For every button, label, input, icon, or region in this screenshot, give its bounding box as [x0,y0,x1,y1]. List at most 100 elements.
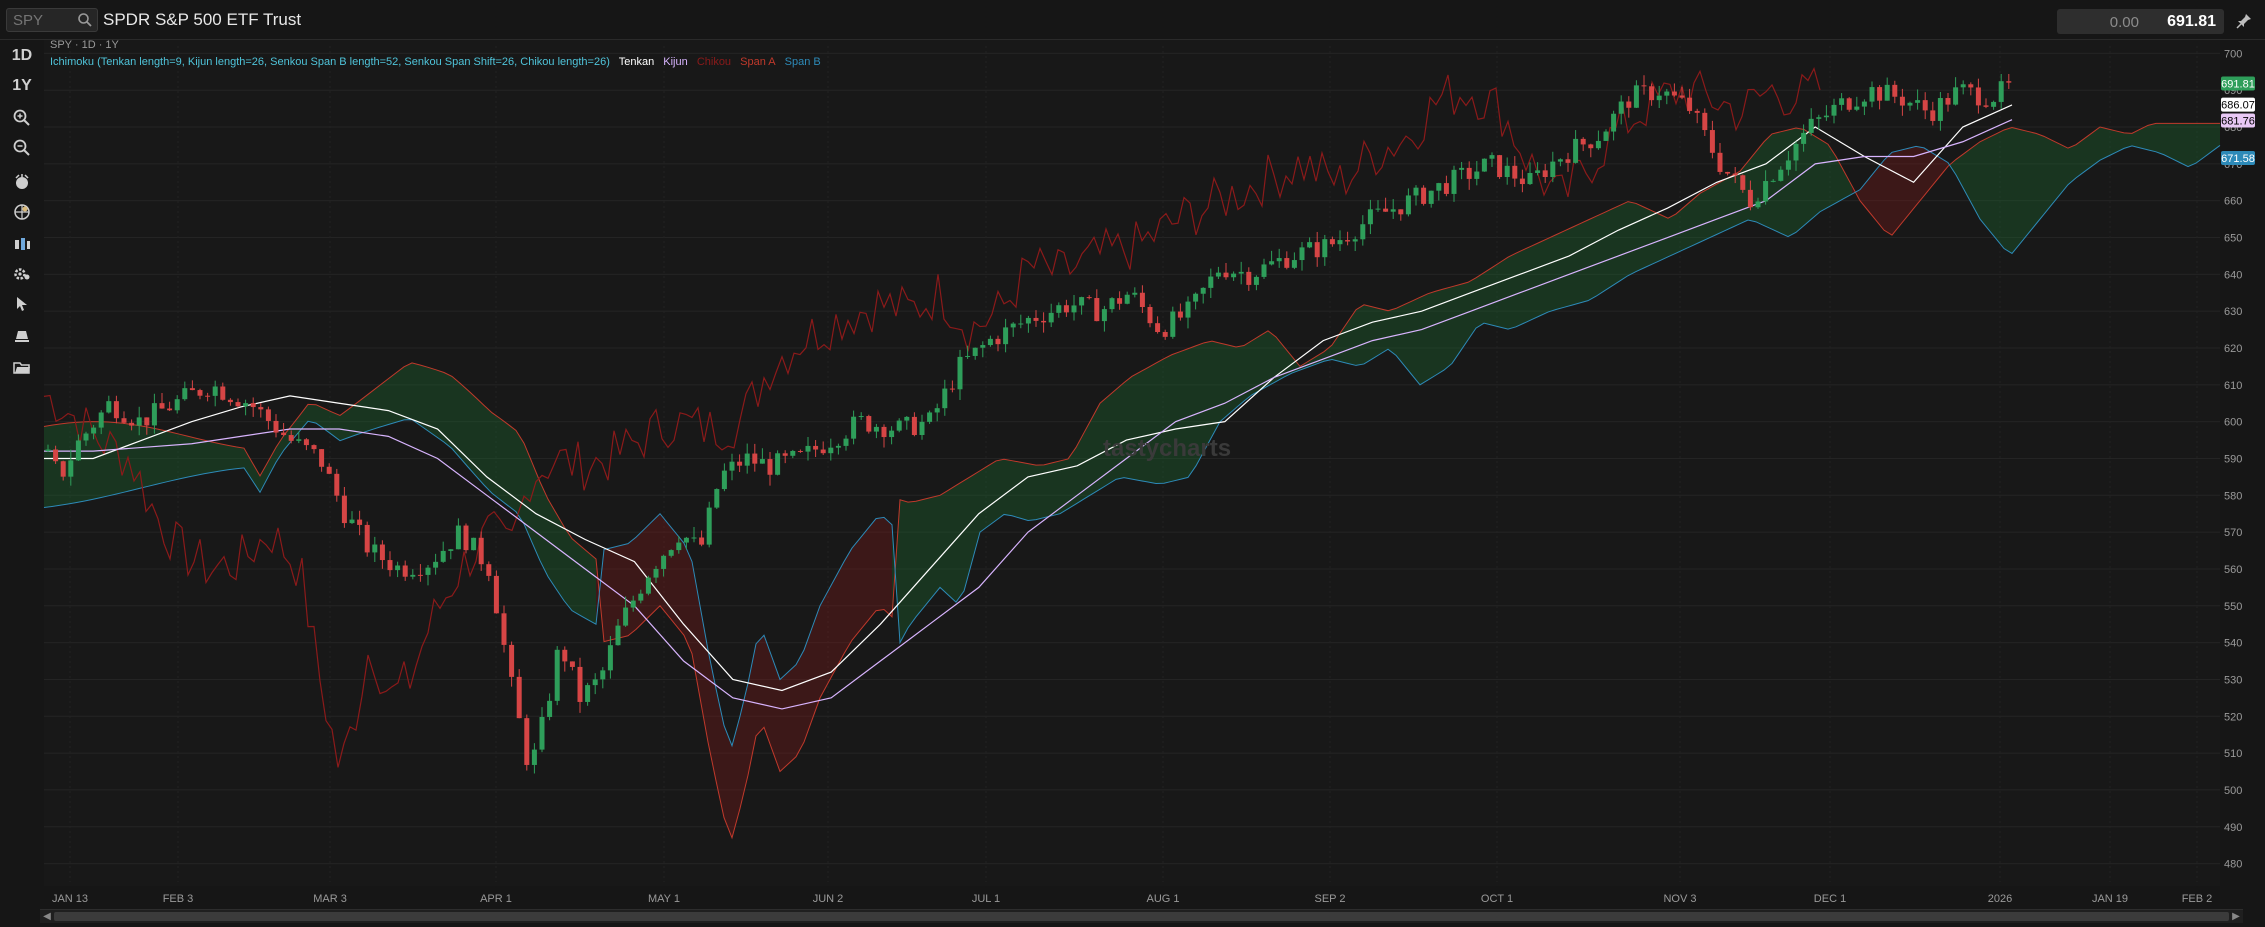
horizontal-scrollbar[interactable]: ◀ ▶ [40,909,2243,923]
candle-body [395,565,401,571]
candle-body [151,403,157,426]
chart-type-button[interactable] [8,232,36,256]
cloud-segment [1460,282,1468,352]
cloud-segment [2196,123,2204,164]
cloud-segment [2028,131,2036,234]
candle-body [1322,239,1328,258]
cloud-segment [652,513,660,614]
studies-button[interactable] [8,200,36,224]
cloud-segment [812,605,820,720]
candle-body [934,408,940,413]
scroll-thumb[interactable] [54,912,2229,921]
cloud-segment [1556,231,1564,310]
symbol-search[interactable] [6,8,98,32]
candle-body [699,537,705,545]
cloud-segment [2180,123,2188,167]
cloud-segment [44,425,52,508]
legend-tenkan: Tenkan [618,56,655,68]
pin-icon[interactable] [2235,12,2253,30]
drawing-tools-button[interactable] [8,324,36,348]
cloud-segment [260,461,268,493]
folder-icon [13,362,30,374]
candle-body [1626,101,1632,108]
search-icon[interactable] [77,12,93,28]
candle-body [965,355,971,357]
settings-button[interactable] [8,262,36,286]
candle-body [1367,209,1373,225]
candle-body [1565,159,1571,163]
cloud-segment [876,517,884,611]
cloud-segment [1260,330,1268,391]
candle-body [676,542,682,551]
candle-body [501,613,507,645]
cloud-segment [2116,130,2124,153]
cloud-segment [1700,188,1708,243]
candle-body [1747,189,1753,208]
timeframe-button[interactable]: 1D [11,47,33,64]
candle-body [1512,165,1518,179]
candle-body [1839,98,1845,105]
symbol-input[interactable] [7,9,77,31]
candle-body [1953,87,1959,105]
grid-lines [44,46,2220,882]
range-button[interactable]: 1Y [12,77,32,94]
zoom-in-button[interactable] [8,106,36,130]
cloud-segment [1492,262,1500,328]
scroll-right-arrow-icon[interactable]: ▶ [2232,911,2240,922]
candle-body [174,399,180,411]
y-tick-label: 560 [2224,564,2242,576]
cloud-segment [988,460,996,527]
candle-body [486,564,492,576]
cloud-segment [1540,238,1548,316]
zoom-out-button[interactable] [8,136,36,160]
indicator-legend[interactable]: Ichimoku (Tenkan length=9, Kijun length=… [50,56,827,68]
candle-body [911,416,917,436]
price-axis[interactable] [2220,40,2265,886]
candle-body [1124,294,1130,304]
cloud-segment [92,421,100,500]
candle-body [1345,240,1351,242]
candle-body [1732,173,1738,176]
cloud-segment [1452,284,1460,364]
cloud-segment [244,448,252,481]
legend-span-a: Span A [740,56,776,68]
cloud-segment [1084,417,1092,499]
candle-body [1428,190,1434,204]
candle-body [220,386,226,400]
cloud-segment [2100,127,2108,161]
candle-body [1816,117,1822,119]
candle-body [828,447,834,454]
cloud-segment [828,576,836,684]
cloud-segment [348,403,356,438]
indicators-button[interactable] [8,170,36,194]
candle-body [949,388,955,390]
time-axis[interactable] [44,886,2220,910]
candle-body [744,453,750,466]
last-price: 691.81 [2167,13,2216,30]
scroll-left-arrow-icon[interactable]: ◀ [43,911,51,922]
cloud-segment [1612,205,1620,286]
candle-body [1497,155,1503,178]
cloud-segment [588,552,596,625]
legend-chikou: Chikou [696,56,732,68]
cloud-segment [108,422,116,496]
chart-area[interactable] [44,40,2220,886]
cloud-segment [1772,131,1780,233]
candle-body [45,449,51,452]
candle-body [1991,101,1997,107]
cloud-segment [236,446,244,469]
candle-body [433,561,439,568]
cloud-segment [524,443,532,543]
candle-body [250,403,256,408]
candle-body [410,574,416,577]
candle-body [1276,258,1282,262]
cloud-segment [364,391,372,433]
cursor-button[interactable] [8,292,36,316]
candle-body [1436,183,1442,191]
cloud-segment [1404,301,1412,375]
cloud-segment [860,528,868,631]
candle-body [661,555,667,569]
folder-button[interactable] [8,356,36,380]
candlesticks [45,73,2012,774]
candle-body [645,577,651,594]
